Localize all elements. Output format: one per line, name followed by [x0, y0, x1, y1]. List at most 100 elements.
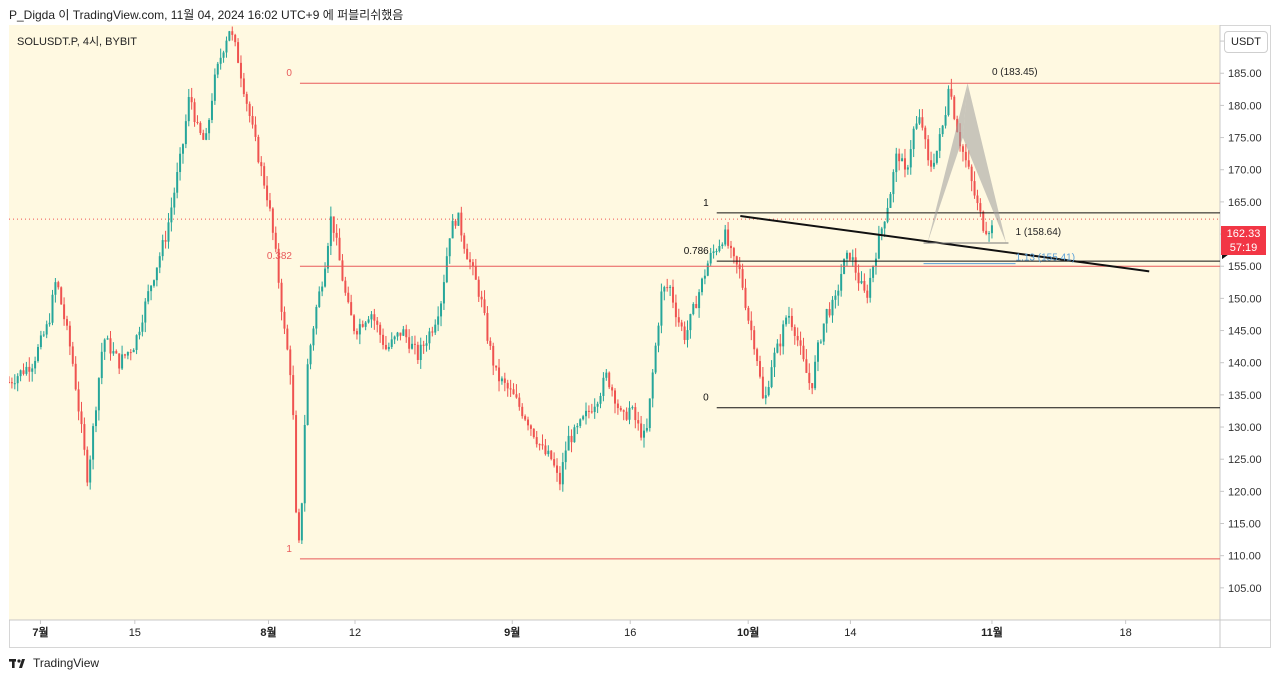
- candle-body: [695, 303, 698, 309]
- candle-body: [39, 335, 42, 348]
- candle-body: [779, 343, 782, 347]
- day-tick-label: 15: [129, 627, 141, 639]
- candle-body: [460, 212, 463, 236]
- candle-body: [419, 344, 422, 360]
- candle: [819, 339, 822, 345]
- candle-body: [590, 411, 593, 413]
- candle-body: [329, 216, 332, 247]
- candle: [329, 206, 332, 256]
- candle-body: [13, 383, 16, 385]
- candle-body: [541, 444, 544, 446]
- candle: [16, 373, 19, 392]
- candle: [292, 365, 295, 420]
- candle: [976, 189, 979, 211]
- candle-body: [416, 344, 419, 360]
- candle-body: [399, 332, 402, 336]
- candle: [935, 150, 938, 165]
- candle: [506, 379, 509, 397]
- candle-body: [709, 253, 712, 264]
- tradingview-brand[interactable]: TradingView: [9, 656, 99, 670]
- candle: [492, 342, 495, 376]
- symbol-label[interactable]: SOLUSDT.P, 4시, BYBIT: [17, 36, 137, 48]
- candle: [593, 398, 596, 419]
- candle-body: [703, 275, 706, 279]
- candle-body: [619, 408, 622, 411]
- currency-button[interactable]: USDT: [1224, 31, 1268, 53]
- candle: [944, 106, 947, 129]
- candle: [77, 381, 80, 421]
- candle: [924, 125, 927, 149]
- trendline[interactable]: [740, 215, 1150, 273]
- candle: [587, 405, 590, 419]
- candle-body: [370, 314, 373, 320]
- candle: [115, 349, 118, 354]
- candle: [985, 221, 988, 236]
- candle: [970, 164, 973, 192]
- time-axis[interactable]: 7월 15 8월 12 9월 16 10월 14 11월 18: [32, 620, 1132, 639]
- candle: [758, 355, 761, 379]
- price-chart[interactable]: 0 0 (183.45) 0.382 1 1 0.786 0 1 (158.64) 1.13 …: [9, 25, 1271, 648]
- candle: [22, 363, 25, 376]
- candle: [303, 414, 306, 512]
- candle: [254, 116, 257, 142]
- harmonic-triangle-right: [962, 83, 1007, 244]
- candle-body: [637, 420, 640, 424]
- candle-body: [860, 280, 863, 284]
- candle-body: [672, 286, 675, 303]
- candle-body: [495, 365, 498, 368]
- candle: [686, 320, 689, 348]
- candle: [906, 164, 909, 175]
- candle: [967, 150, 970, 170]
- candle-body: [283, 311, 286, 329]
- candle-body: [451, 220, 454, 239]
- candle-body: [25, 366, 28, 374]
- candle-body: [373, 314, 376, 321]
- candle-body: [234, 34, 237, 43]
- candle: [466, 243, 469, 260]
- candle: [257, 134, 260, 164]
- candle-body: [941, 125, 944, 135]
- candle: [724, 224, 727, 247]
- candle: [753, 325, 756, 355]
- candle-body: [790, 315, 793, 328]
- candle: [219, 48, 222, 70]
- candle: [123, 353, 126, 359]
- candle-body: [677, 317, 680, 323]
- candle-body: [669, 286, 672, 288]
- candle-body: [570, 435, 573, 443]
- candle-body: [222, 52, 225, 58]
- candle-body: [700, 278, 703, 293]
- candle-body: [225, 40, 228, 53]
- price-axis[interactable]: 190.00185.00180.00175.00170.00165.00160.…: [1220, 36, 1262, 595]
- candle: [793, 324, 796, 345]
- candle: [857, 264, 860, 291]
- candle-body: [144, 301, 147, 323]
- candle-body: [422, 344, 425, 346]
- candle: [428, 327, 431, 350]
- candle: [811, 383, 814, 395]
- candle: [860, 271, 863, 285]
- candle: [65, 315, 68, 331]
- candle: [173, 187, 176, 215]
- candle: [634, 402, 637, 429]
- candle: [535, 431, 538, 448]
- candle: [500, 376, 503, 385]
- candle: [619, 405, 622, 412]
- candle-body: [512, 389, 515, 395]
- candle: [89, 455, 92, 490]
- candle: [402, 325, 405, 337]
- candle-body: [500, 378, 503, 382]
- candle: [558, 466, 561, 491]
- candle: [582, 414, 585, 421]
- candle: [616, 399, 619, 415]
- candle-body: [787, 315, 790, 318]
- candle: [39, 330, 42, 350]
- candle-body: [587, 410, 590, 412]
- candle: [161, 234, 164, 261]
- candle-body: [715, 251, 718, 253]
- candle: [80, 401, 83, 433]
- candle: [640, 415, 643, 441]
- candle: [863, 273, 866, 293]
- candle-body: [770, 367, 773, 388]
- candle: [28, 357, 31, 382]
